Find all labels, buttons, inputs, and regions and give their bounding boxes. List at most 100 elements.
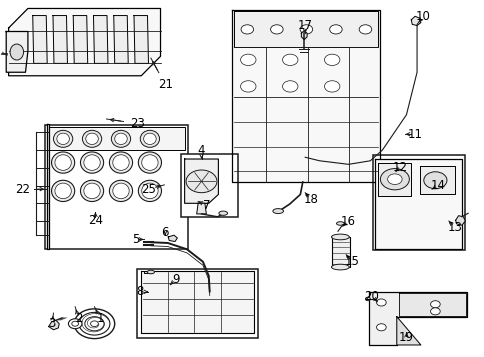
Circle shape (379, 169, 408, 190)
Text: 21: 21 (157, 78, 172, 91)
Circle shape (91, 321, 98, 327)
Ellipse shape (80, 180, 104, 201)
Ellipse shape (80, 152, 104, 173)
Circle shape (240, 54, 256, 65)
Text: 23: 23 (130, 117, 145, 130)
Polygon shape (233, 11, 377, 47)
Polygon shape (231, 10, 379, 182)
Polygon shape (32, 16, 47, 64)
Circle shape (300, 25, 312, 34)
Bar (372, 156, 464, 250)
Polygon shape (141, 271, 254, 333)
Polygon shape (454, 216, 464, 225)
Ellipse shape (109, 152, 132, 173)
Polygon shape (6, 31, 28, 72)
Circle shape (282, 81, 297, 92)
Ellipse shape (365, 297, 369, 301)
Text: 5: 5 (132, 233, 139, 246)
Circle shape (85, 317, 104, 331)
Ellipse shape (53, 130, 73, 147)
Text: 10: 10 (415, 10, 430, 23)
Circle shape (376, 299, 385, 306)
Polygon shape (168, 235, 177, 242)
Circle shape (72, 321, 78, 326)
Ellipse shape (336, 222, 344, 225)
Circle shape (79, 312, 110, 335)
Ellipse shape (86, 133, 98, 145)
Polygon shape (368, 292, 466, 345)
Text: 20: 20 (363, 290, 378, 303)
Polygon shape (48, 320, 59, 330)
Circle shape (74, 309, 115, 338)
Ellipse shape (147, 270, 154, 274)
Polygon shape (301, 30, 306, 40)
Circle shape (241, 25, 253, 34)
Ellipse shape (51, 152, 75, 173)
Ellipse shape (331, 264, 348, 270)
Polygon shape (374, 159, 461, 249)
Text: 8: 8 (136, 285, 144, 298)
Text: 1: 1 (96, 312, 104, 325)
Text: 15: 15 (344, 255, 359, 268)
Circle shape (68, 319, 82, 329)
Polygon shape (53, 16, 67, 64)
Bar (45, 125, 188, 249)
Text: 9: 9 (172, 273, 180, 286)
Ellipse shape (115, 133, 127, 145)
Circle shape (430, 301, 439, 308)
Polygon shape (184, 159, 218, 203)
Ellipse shape (138, 180, 161, 201)
Ellipse shape (10, 44, 24, 60)
Text: 2: 2 (75, 312, 82, 325)
Text: 12: 12 (393, 161, 408, 174)
Circle shape (324, 54, 339, 65)
Circle shape (324, 81, 339, 92)
Ellipse shape (140, 130, 159, 147)
Polygon shape (378, 162, 410, 196)
Polygon shape (410, 16, 420, 25)
Polygon shape (197, 203, 206, 214)
Circle shape (240, 81, 256, 92)
Text: 7: 7 (202, 198, 210, 212)
Polygon shape (73, 16, 88, 64)
Ellipse shape (55, 155, 71, 170)
Ellipse shape (55, 183, 71, 199)
Ellipse shape (272, 208, 283, 213)
Polygon shape (9, 9, 160, 76)
Text: 17: 17 (297, 19, 312, 32)
Circle shape (270, 25, 283, 34)
Ellipse shape (84, 183, 100, 199)
Bar (137, 269, 257, 338)
Ellipse shape (218, 211, 227, 215)
Text: 16: 16 (340, 215, 355, 227)
Polygon shape (134, 16, 148, 64)
Ellipse shape (141, 183, 158, 199)
Ellipse shape (57, 133, 69, 145)
Text: 6: 6 (161, 226, 169, 239)
Text: 19: 19 (398, 331, 413, 345)
Ellipse shape (82, 130, 102, 147)
Ellipse shape (141, 155, 158, 170)
Polygon shape (114, 16, 128, 64)
Circle shape (359, 25, 371, 34)
Ellipse shape (138, 152, 161, 173)
Polygon shape (143, 271, 151, 273)
Polygon shape (419, 166, 454, 195)
Polygon shape (331, 237, 349, 267)
Circle shape (376, 324, 385, 331)
Text: 3: 3 (48, 317, 56, 330)
Polygon shape (398, 292, 465, 316)
Polygon shape (48, 127, 184, 150)
Bar (181, 154, 237, 217)
Ellipse shape (143, 133, 156, 145)
Circle shape (423, 172, 446, 189)
Ellipse shape (111, 130, 130, 147)
Polygon shape (396, 317, 420, 345)
Circle shape (387, 174, 401, 185)
Text: 24: 24 (88, 214, 103, 227)
Text: 13: 13 (446, 221, 461, 234)
Text: 11: 11 (407, 128, 422, 141)
Circle shape (282, 54, 297, 65)
Circle shape (430, 308, 439, 315)
Circle shape (329, 25, 342, 34)
